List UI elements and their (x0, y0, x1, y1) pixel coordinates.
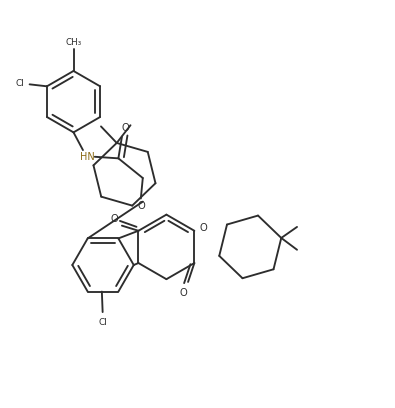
Text: O: O (180, 288, 188, 298)
Text: Cl: Cl (98, 318, 107, 327)
Text: O: O (199, 223, 207, 233)
Text: Cl: Cl (16, 79, 24, 88)
Text: O: O (110, 213, 118, 224)
Text: HN: HN (80, 152, 95, 162)
Text: O: O (137, 202, 145, 211)
Text: CH₃: CH₃ (66, 38, 82, 47)
Text: O: O (122, 124, 130, 133)
